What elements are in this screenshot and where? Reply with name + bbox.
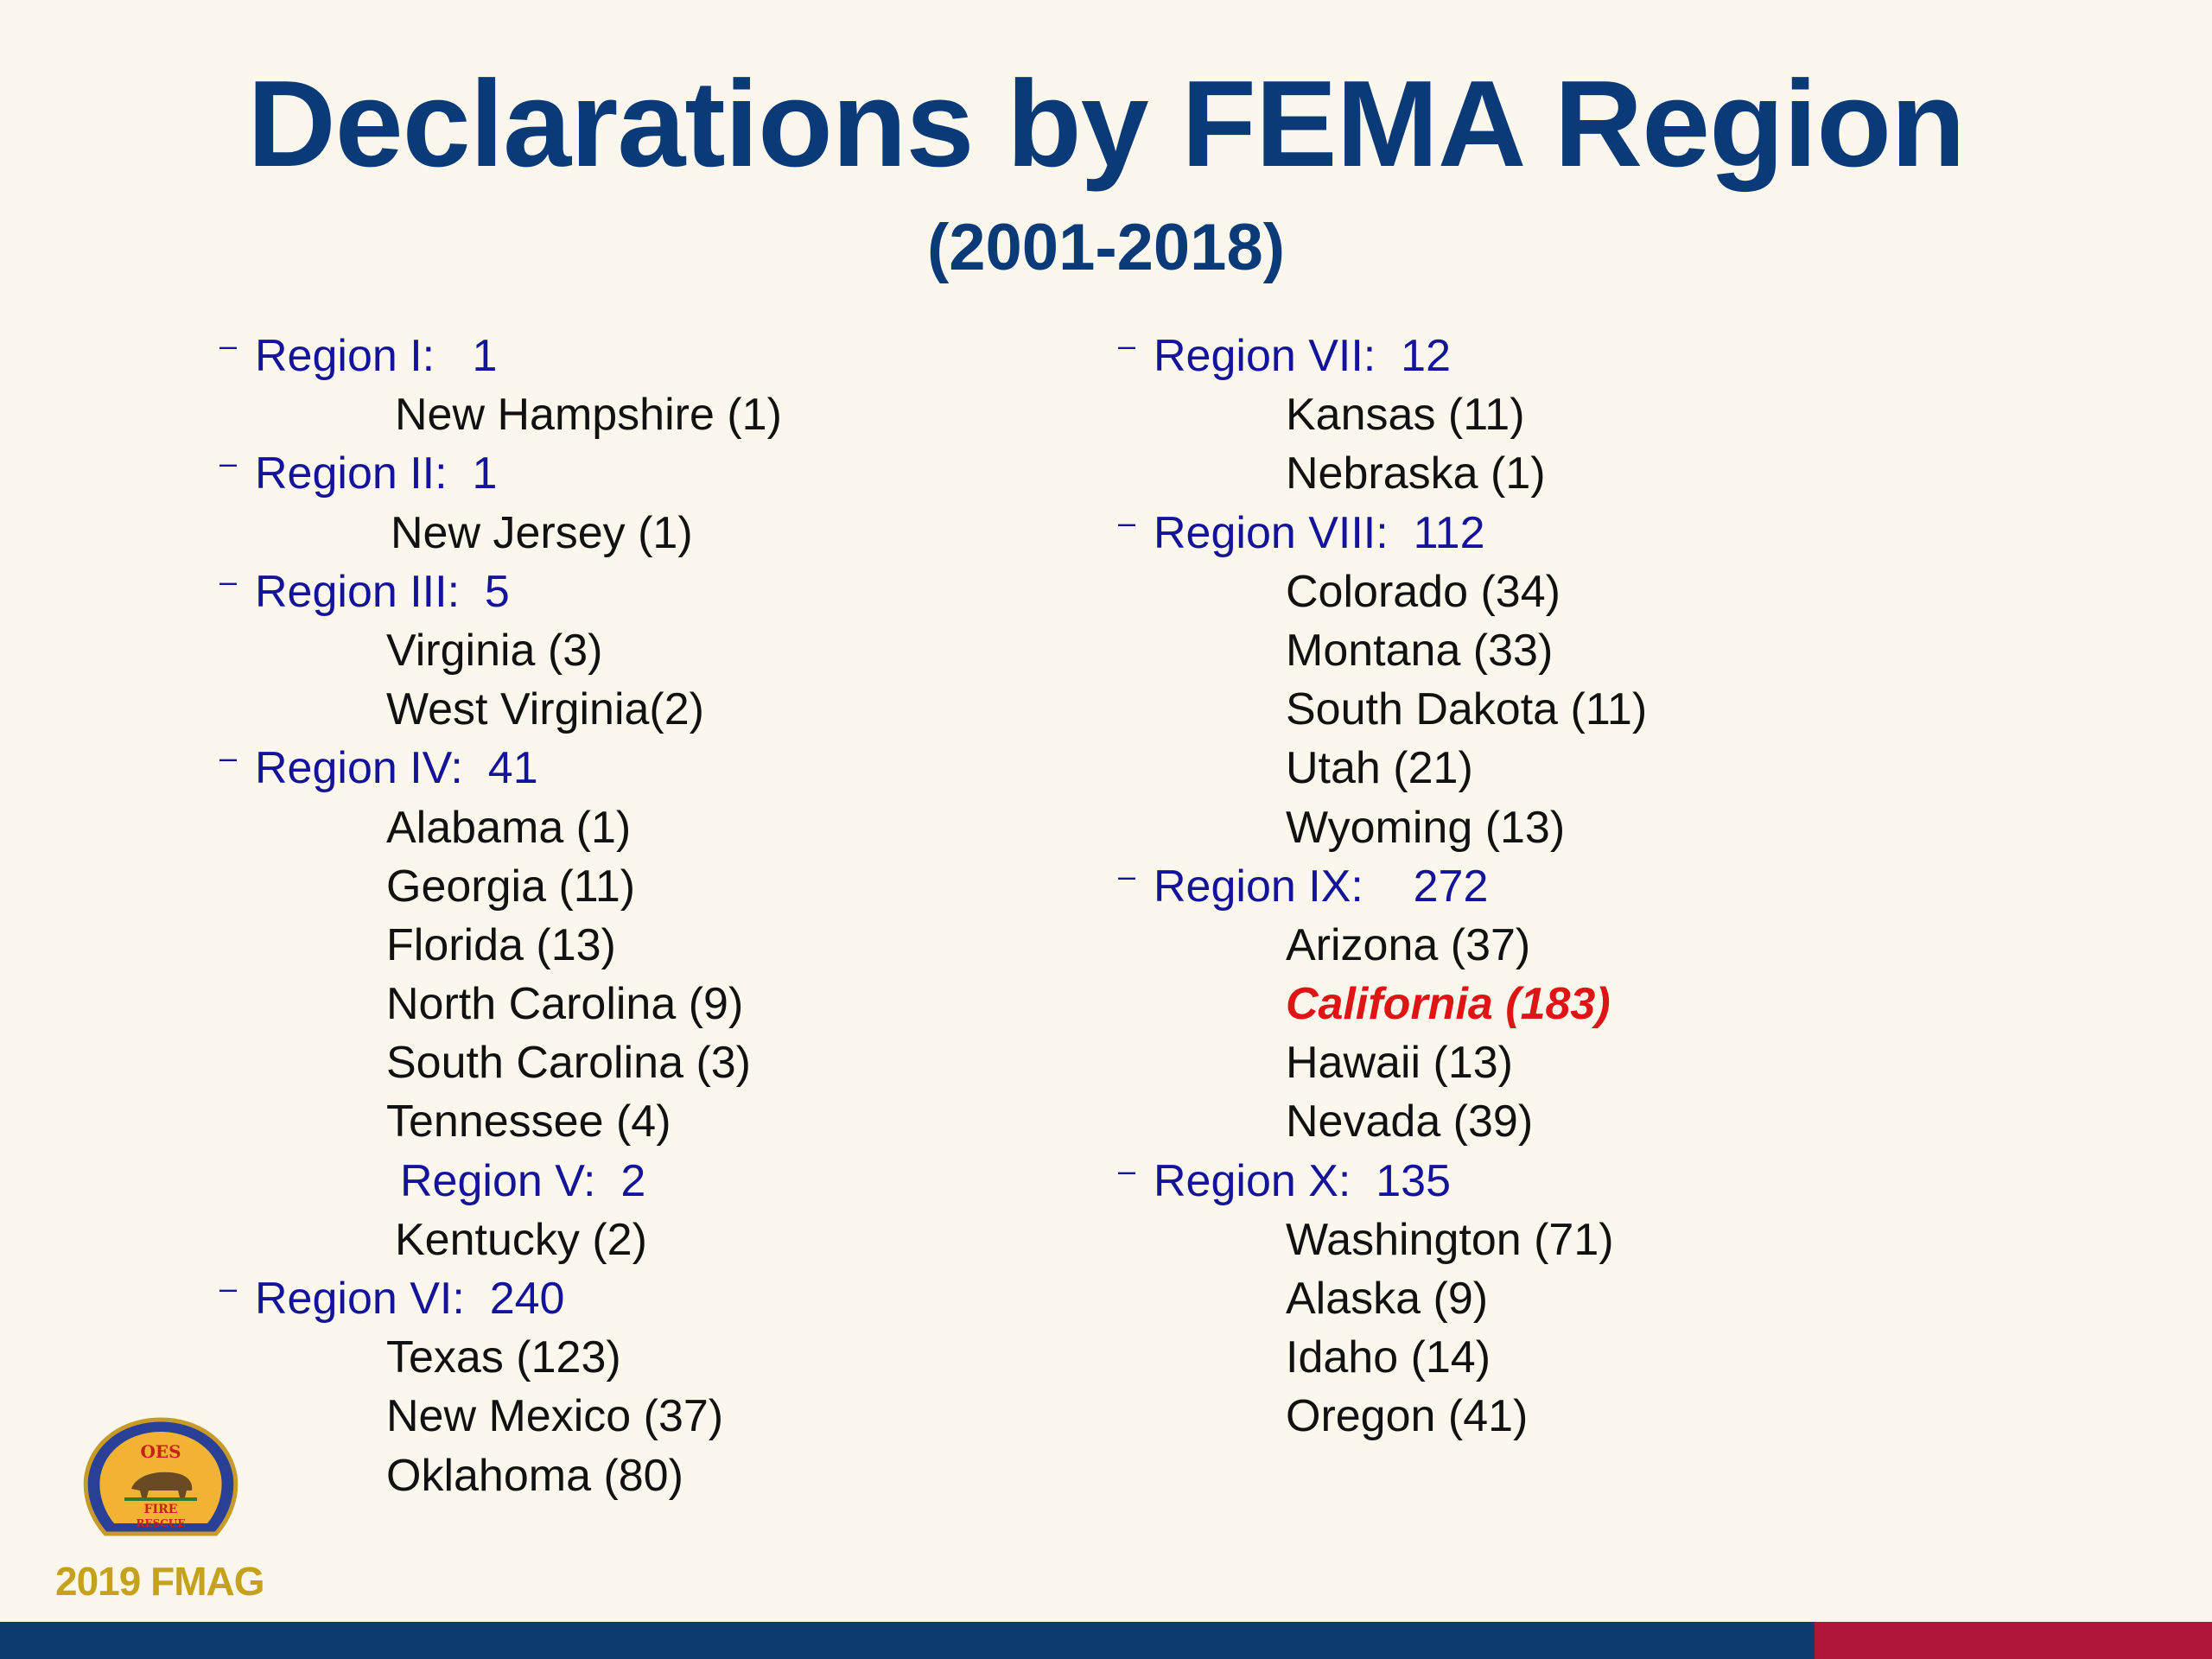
state-item: Nevada (39) — [1115, 1092, 1647, 1151]
state-item-highlighted: California (183) — [1115, 975, 1647, 1033]
region-heading: – Region X: 135 — [1115, 1152, 1647, 1211]
dash-bullet-icon: – — [219, 742, 237, 773]
region-label: Region VIII: 112 — [1154, 508, 1485, 558]
state-label: Arizona (37) — [1286, 920, 1530, 970]
region-label: Region VII: 12 — [1154, 331, 1451, 381]
svg-text:OES: OES — [140, 1441, 181, 1462]
state-label: Virginia (3) — [386, 626, 602, 676]
state-item: Idaho (14) — [1115, 1328, 1647, 1387]
state-item: Virginia (3) — [216, 621, 782, 680]
svg-text:RESCUE: RESCUE — [137, 1517, 186, 1529]
state-label: Texas (123) — [386, 1332, 621, 1382]
region-heading: – Region I: 1 — [216, 327, 782, 385]
state-item: Colorado (34) — [1115, 563, 1647, 621]
dash-bullet-icon: – — [219, 1273, 237, 1304]
state-item: New Jersey (1) — [216, 504, 782, 563]
state-item: West Virginia(2) — [216, 680, 782, 739]
state-label: New Hampshire (1) — [395, 390, 782, 440]
region-heading: – Region VII: 12 — [1115, 327, 1647, 385]
dash-bullet-icon: – — [1118, 507, 1135, 538]
state-label: Alabama (1) — [386, 803, 631, 853]
region-label: Region V: 2 — [400, 1156, 645, 1206]
footer-bar-red — [1815, 1622, 2212, 1659]
dash-bullet-icon: – — [1118, 330, 1135, 361]
dash-bullet-icon: – — [219, 566, 237, 597]
state-item: Alabama (1) — [216, 798, 782, 857]
region-label: Region X: 135 — [1154, 1156, 1451, 1206]
region-label: Region IX: 272 — [1154, 861, 1488, 912]
state-label: Florida (13) — [386, 920, 616, 970]
region-heading: – Region VIII: 112 — [1115, 504, 1647, 563]
state-item: Oklahoma (80) — [216, 1446, 782, 1505]
state-item: Texas (123) — [216, 1328, 782, 1387]
state-item: North Carolina (9) — [216, 975, 782, 1033]
region-heading: – Region IX: 272 — [1115, 857, 1647, 916]
state-item: Kentucky (2) — [216, 1211, 782, 1269]
state-item: Montana (33) — [1115, 621, 1647, 680]
state-label: South Carolina (3) — [386, 1038, 751, 1088]
region-heading: – Region VI: 240 — [216, 1269, 782, 1328]
svg-text:FIRE: FIRE — [144, 1503, 178, 1516]
region-heading: – Region IV: 41 — [216, 739, 782, 798]
state-label: Montana (33) — [1286, 626, 1553, 676]
state-label: Georgia (11) — [386, 861, 635, 912]
state-item: Washington (71) — [1115, 1211, 1647, 1269]
region-label: Region II: 1 — [255, 448, 497, 499]
state-item: Kansas (11) — [1115, 385, 1647, 444]
state-item: Wyoming (13) — [1115, 798, 1647, 857]
dash-bullet-icon: – — [1118, 861, 1135, 892]
state-label: Colorado (34) — [1286, 567, 1560, 617]
oes-fire-rescue-badge-icon: OES FIRE RESCUE — [74, 1413, 247, 1542]
state-item: Utah (21) — [1115, 739, 1647, 798]
right-region-list: – Region VII: 12 Kansas (11) Nebraska (1) – R… — [1115, 327, 1647, 1446]
state-item: Georgia (11) — [216, 857, 782, 916]
state-item: Tennessee (4) — [216, 1092, 782, 1151]
state-label: Alaska (9) — [1286, 1274, 1488, 1324]
state-label: Washington (71) — [1286, 1215, 1614, 1265]
state-item: New Hampshire (1) — [216, 385, 782, 444]
state-item: Nebraska (1) — [1115, 444, 1647, 503]
state-item: Florida (13) — [216, 916, 782, 975]
state-label: New Mexico (37) — [386, 1391, 723, 1441]
state-label: Utah (21) — [1286, 743, 1473, 793]
state-label: Kentucky (2) — [395, 1215, 647, 1265]
state-label: Nevada (39) — [1286, 1096, 1533, 1147]
footer-label: 2019 FMAG — [55, 1558, 264, 1605]
state-item: South Carolina (3) — [216, 1033, 782, 1092]
state-label: New Jersey (1) — [391, 508, 693, 558]
state-item: Hawaii (13) — [1115, 1033, 1647, 1092]
region-label: Region VI: 240 — [255, 1274, 564, 1324]
slide-title: Declarations by FEMA Region — [0, 54, 2212, 194]
state-item: New Mexico (37) — [216, 1387, 782, 1446]
region-label: Region III: 5 — [255, 567, 510, 617]
slide-subtitle: (2001-2018) — [0, 210, 2212, 285]
region-heading: – Region III: 5 — [216, 563, 782, 621]
state-label: South Dakota (11) — [1286, 684, 1647, 734]
state-item: Oregon (41) — [1115, 1387, 1647, 1446]
state-label: Tennessee (4) — [386, 1096, 671, 1147]
state-item: Alaska (9) — [1115, 1269, 1647, 1328]
state-item: Arizona (37) — [1115, 916, 1647, 975]
state-label: Kansas (11) — [1286, 390, 1525, 440]
dash-bullet-icon: – — [1118, 1155, 1135, 1186]
left-region-list: – Region I: 1 New Hampshire (1) – Region II:… — [216, 327, 782, 1505]
state-item: South Dakota (11) — [1115, 680, 1647, 739]
state-label: Oklahoma (80) — [386, 1451, 683, 1501]
dash-bullet-icon: – — [219, 448, 237, 479]
region-label: Region IV: 41 — [255, 743, 538, 793]
state-label: Wyoming (13) — [1286, 803, 1565, 853]
state-label: Idaho (14) — [1286, 1332, 1491, 1382]
state-label: Nebraska (1) — [1286, 448, 1546, 499]
footer-bar-blue — [0, 1622, 1815, 1659]
dash-bullet-icon: – — [219, 330, 237, 361]
state-label: West Virginia(2) — [386, 684, 704, 734]
region-heading: – Region II: 1 — [216, 444, 782, 503]
state-label: North Carolina (9) — [386, 979, 743, 1029]
state-label: Oregon (41) — [1286, 1391, 1528, 1441]
state-label: Hawaii (13) — [1286, 1038, 1513, 1088]
state-label: California (183) — [1286, 979, 1611, 1029]
region-label: Region I: 1 — [255, 331, 497, 381]
region-heading: Region V: 2 — [216, 1152, 782, 1211]
